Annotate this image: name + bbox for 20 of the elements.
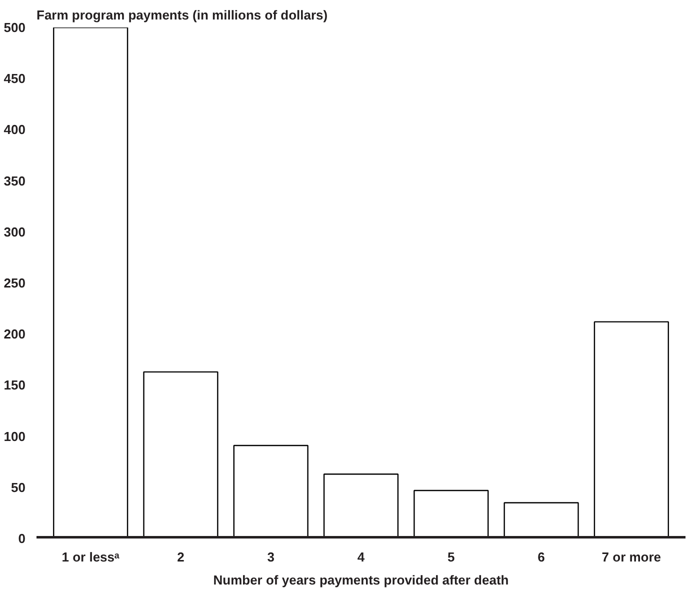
x-tick-label: 3 xyxy=(267,550,274,564)
y-tick-label: 300 xyxy=(4,224,26,240)
y-tick-label: 50 xyxy=(11,480,26,495)
y-tick-label: 250 xyxy=(4,276,26,290)
y-tick-label: 500 xyxy=(4,20,26,35)
x-axis-title: Number of years payments provided after death xyxy=(213,572,509,588)
x-tick-label: 1 or lessᵃ xyxy=(62,550,120,564)
x-tick-label: 7 or more xyxy=(602,550,662,564)
y-tick-label: 450 xyxy=(4,71,26,86)
x-tick-label: 4 xyxy=(357,550,366,564)
y-tick-label: 0 xyxy=(18,531,26,546)
y-tick-label: 200 xyxy=(4,326,26,342)
x-tick-label: 2 xyxy=(177,550,184,564)
y-tick-label: 150 xyxy=(4,378,26,393)
x-tick-label: 5 xyxy=(448,550,455,564)
x-tick-label: 6 xyxy=(538,550,545,564)
y-tick-label: 350 xyxy=(4,173,26,188)
y-tick-label: 100 xyxy=(4,428,26,444)
y-tick-label: 400 xyxy=(4,122,26,138)
y-axis-title: Farm program payments (in millions of dollars) xyxy=(36,8,328,22)
